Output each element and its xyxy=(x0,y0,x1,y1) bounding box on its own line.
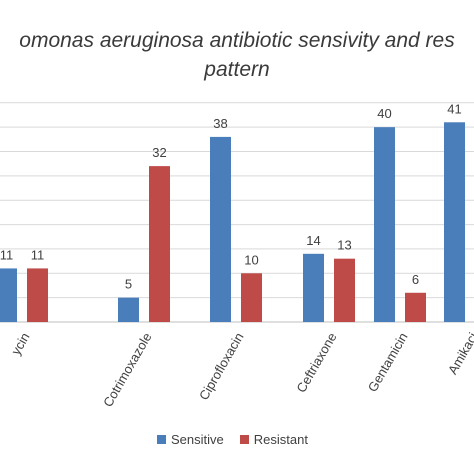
data-label-sensitive-amikaci: 41 xyxy=(447,101,461,116)
gridlines xyxy=(0,102,474,323)
chart-title-line-2: pattern xyxy=(204,58,270,81)
legend-label-sensitive: Sensitive xyxy=(171,432,224,447)
tick-label-amikaci: Amikaci xyxy=(445,330,474,377)
bar-sensitive-ciprofloxacin xyxy=(210,136,231,322)
data-labels: 11 11 5 32 38 10 14 13 40 6 41 xyxy=(0,101,462,291)
bar-sensitive-ycin xyxy=(0,268,17,322)
tick-label-ceftriaxone: Ceftriaxone xyxy=(293,330,339,395)
bar-resistant-ciprofloxacin xyxy=(241,273,262,322)
data-label-resistant-ycin: 11 xyxy=(31,247,45,262)
data-label-resistant-ciprofloxacin: 10 xyxy=(244,252,258,267)
bar-sensitive-gentamicin xyxy=(374,127,395,323)
bar-resistant-cotrimoxazole xyxy=(149,166,170,322)
data-label-resistant-cotrimoxazole: 32 xyxy=(152,145,166,160)
data-label-resistant-ceftriaxone: 13 xyxy=(337,238,351,253)
bar-sensitive-cotrimoxazole xyxy=(118,297,139,322)
tick-label-gentamicin: Gentamicin xyxy=(365,330,411,394)
bars xyxy=(0,122,465,323)
legend-item-resistant: Resistant xyxy=(239,432,308,447)
legend-item-sensitive: Sensitive xyxy=(157,432,224,447)
data-label-sensitive-cotrimoxazole: 5 xyxy=(125,277,132,292)
bar-sensitive-amikaci xyxy=(444,122,465,322)
legend-swatch-sensitive xyxy=(157,435,166,444)
category-tick-labels: ycin Cotrimoxazole Ciprofloxacin Ceftriaxon… xyxy=(8,330,474,410)
legend-swatch-resistant xyxy=(239,435,249,444)
legend: Sensitive Resistant xyxy=(157,432,324,447)
data-label-sensitive-ciprofloxacin: 38 xyxy=(213,116,227,131)
data-label-resistant-gentamicin: 6 xyxy=(412,272,419,287)
chart-title-line-1: omonas aeruginosa antibiotic sensivity a… xyxy=(19,29,455,52)
tick-label-cotrimoxazole: Cotrimoxazole xyxy=(100,330,155,409)
legend-label-resistant: Resistant xyxy=(253,432,308,447)
data-label-sensitive-ceftriaxone: 14 xyxy=(306,233,320,248)
bar-sensitive-ceftriaxone xyxy=(303,253,324,322)
bar-resistant-ycin xyxy=(27,268,48,322)
data-label-sensitive-gentamicin: 40 xyxy=(377,106,391,121)
tick-label-ciprofloxacin: Ciprofloxacin xyxy=(196,330,247,403)
bar-resistant-ceftriaxone xyxy=(334,258,355,322)
data-label-sensitive-ycin: 11 xyxy=(0,247,13,262)
tick-label-ycin: ycin xyxy=(8,330,33,358)
bar-resistant-gentamicin xyxy=(405,292,426,322)
